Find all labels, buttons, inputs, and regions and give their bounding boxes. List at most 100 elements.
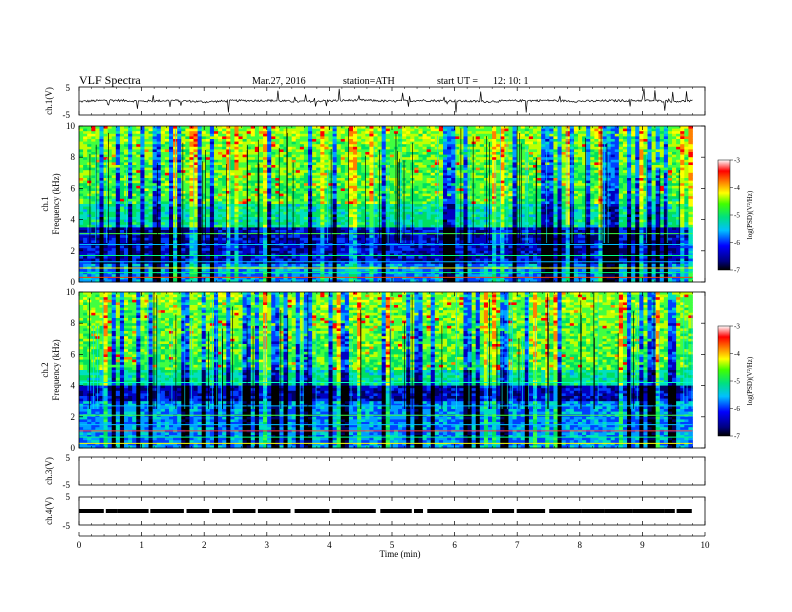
spec1-cell (344, 198, 350, 202)
spec1-cell (205, 128, 211, 132)
spec1-cell (430, 180, 436, 184)
spec1-cell (254, 183, 260, 187)
spec1-cell (582, 131, 587, 135)
spec1-cell (115, 159, 121, 163)
spec1-cell (487, 159, 493, 163)
spec1-cell (95, 175, 100, 179)
spec1-cell (455, 157, 460, 161)
spec1-cell (520, 191, 526, 194)
spec1-cell (684, 180, 689, 184)
spec1-cell (582, 167, 587, 171)
spec1-cell (672, 183, 677, 187)
spec1-cell (443, 139, 448, 142)
spec1-cell (655, 188, 661, 192)
spec1-cell (688, 175, 693, 179)
spec1-cell (123, 139, 129, 142)
spec1-cell (107, 204, 113, 207)
spec1-cell (344, 180, 350, 184)
spec1-cell (479, 133, 485, 137)
spec1-cell (258, 133, 264, 137)
spec1-cell (553, 185, 558, 189)
spec1-cell (553, 204, 558, 207)
spec1-cell (508, 165, 513, 168)
spec1-cell (160, 157, 166, 161)
spec1-cell (496, 157, 501, 161)
spec1-cell (226, 183, 231, 187)
spec1-cell (688, 139, 693, 142)
spec1-cell (95, 172, 100, 176)
spec1-cell (598, 201, 603, 205)
spec1-cell (655, 172, 661, 176)
spec1-cell (107, 136, 113, 140)
spec1-cell (516, 172, 522, 176)
spec1-cell (132, 172, 137, 176)
spec1-cell (193, 172, 199, 176)
spec1-cell (332, 183, 338, 187)
spec1-cell (443, 167, 448, 171)
spec1-cell (557, 180, 562, 184)
spec1-cell (582, 149, 587, 153)
spec1-cell (164, 183, 170, 187)
spec1-cell (119, 196, 125, 200)
spec1-cell (201, 139, 207, 142)
spec1-cell (389, 144, 395, 148)
spec1-cell (263, 146, 268, 150)
spec1-cell (181, 209, 186, 213)
spec1-cell (369, 170, 374, 174)
spec1-cell (500, 154, 505, 158)
spec1-cell (565, 126, 571, 129)
spec1-cell (614, 167, 620, 171)
spec1-cell (234, 136, 239, 140)
spec1-cell (631, 188, 636, 192)
spec1-cell (537, 136, 542, 140)
spec1-cell (492, 141, 497, 145)
spec1-cell (688, 133, 693, 137)
spec1-cell (631, 146, 636, 150)
spec1-cell (655, 178, 661, 181)
spec1-cell (590, 170, 595, 174)
spec1-cell (512, 178, 518, 181)
spec1-cell (516, 126, 522, 129)
spec1-cell (545, 201, 550, 205)
spec1-cell (373, 206, 378, 210)
spec1-cell (99, 133, 104, 137)
spec1-cell (471, 206, 477, 210)
spec1-cell (209, 178, 215, 181)
spec1-cell (639, 131, 644, 135)
spec1-cell (103, 133, 109, 137)
spec1-cell (185, 149, 190, 153)
spec1-cell (132, 159, 137, 163)
spec1-cell (312, 178, 317, 181)
spec1-cell (303, 185, 309, 189)
spec1-cell (471, 154, 477, 158)
spec1-cell (655, 136, 661, 140)
spec1-cell (328, 180, 333, 184)
spec1-cell (422, 167, 428, 171)
spec1-cell (279, 136, 284, 140)
spec1-cell (471, 198, 477, 202)
spec1-cell (447, 141, 452, 145)
spec1-cell (553, 136, 558, 140)
spec1-cell (512, 188, 518, 192)
spec1-cell (312, 183, 317, 187)
spec1-cell (622, 201, 628, 205)
spec1-cell (136, 188, 141, 192)
spec1-cell (348, 188, 354, 192)
spec1-cell (627, 183, 632, 187)
spec1-cell (83, 136, 88, 140)
spec1-cell (414, 193, 419, 197)
spec1-cell (680, 172, 685, 176)
spec1-cell (655, 206, 661, 210)
spec1-cell (475, 193, 481, 197)
spec1-cell (181, 172, 186, 176)
spec1-cell (136, 170, 141, 174)
spec1-cell (164, 188, 170, 192)
spec1-cell (160, 141, 166, 145)
spec1-cell (651, 204, 657, 207)
spec1-cell (136, 152, 141, 155)
spec1-cell (189, 154, 194, 158)
spec1-cell (218, 139, 223, 142)
spec1-cell (308, 209, 313, 213)
spec1-cell (512, 193, 518, 197)
spec1-cell (455, 204, 460, 207)
